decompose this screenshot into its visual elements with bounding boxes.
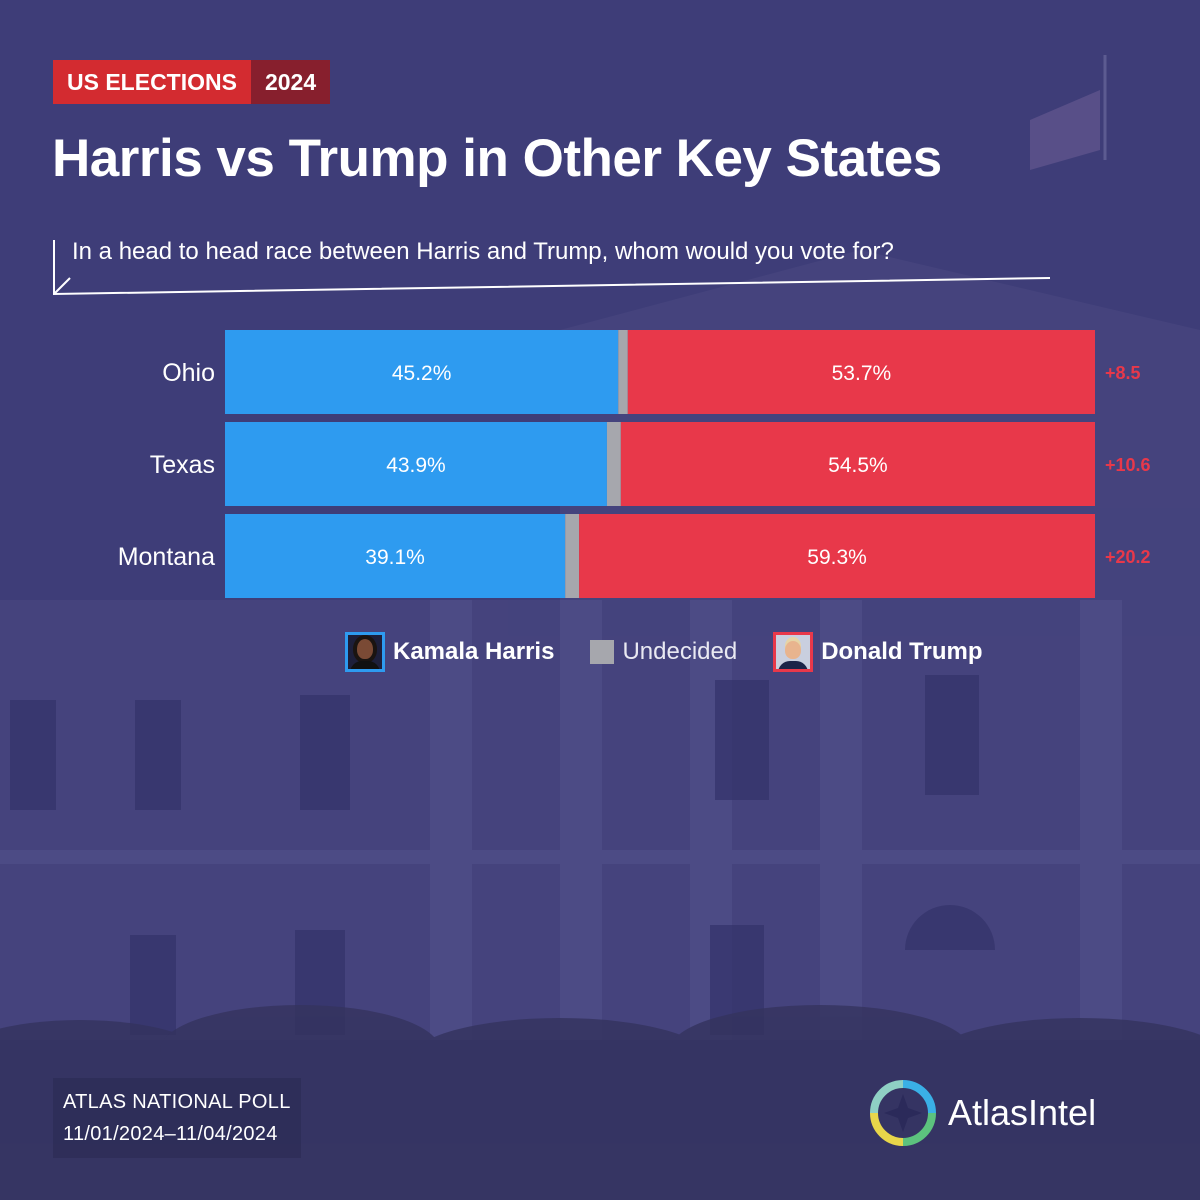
margin-label-montana: +20.2 [1105, 547, 1151, 567]
bar-kamala-harris-montana [225, 514, 566, 598]
bar-kamala-harris-ohio [225, 330, 619, 414]
chart-subtitle-question: In a head to head race between Harris an… [72, 238, 894, 265]
data-label-donald-trump-ohio: 53.7% [832, 362, 892, 385]
poll-name: ATLAS NATIONAL POLL [63, 1091, 291, 1113]
bar-undecided-ohio [618, 330, 628, 414]
brand-name: AtlasIntel [948, 1092, 1097, 1133]
data-label-kamala-harris-montana: 39.1% [365, 546, 425, 569]
data-label-donald-trump-montana: 59.3% [807, 546, 867, 569]
stacked-bar-chart: Ohio 45.2% 53.7% +8.5 Texas 43.9% 54.5% +10.6 Mo… [118, 330, 1151, 598]
poll-dates: 11/01/2024–11/04/2024 [63, 1123, 278, 1145]
category-badge: US ELECTIONS 2024 [53, 60, 331, 104]
category-label-ohio: Ohio [162, 359, 215, 387]
badge-year: 2024 [250, 60, 331, 104]
data-label-donald-trump-texas: 54.5% [828, 454, 888, 477]
legend-label-trump: Donald Trump [821, 638, 983, 665]
category-label-texas: Texas [150, 451, 215, 479]
harris-portrait-icon [345, 632, 385, 672]
poll-source: ATLAS NATIONAL POLL 11/01/2024–11/04/202… [53, 1078, 301, 1158]
brand-logo: AtlasIntel [870, 1080, 1096, 1146]
margin-label-texas: +10.6 [1105, 455, 1151, 475]
bar-donald-trump-texas [620, 422, 1095, 506]
chart-title: Harris vs Trump in Other Key States [52, 129, 942, 188]
trump-portrait-icon [773, 632, 814, 672]
legend-item-harris: Kamala Harris [345, 632, 554, 672]
bar-kamala-harris-texas [225, 422, 607, 506]
bar-undecided-texas [606, 422, 621, 506]
legend-label-harris: Kamala Harris [393, 638, 555, 665]
badge-label: US ELECTIONS [53, 60, 251, 104]
legend-label-undecided: Undecided [622, 638, 738, 665]
atlasintel-logo-icon [870, 1080, 936, 1146]
undecided-swatch-icon [590, 640, 615, 664]
data-label-kamala-harris-ohio: 45.2% [392, 362, 452, 385]
legend: Kamala Harris Undecided Donald Trump [345, 632, 1019, 672]
data-label-kamala-harris-texas: 43.9% [386, 454, 446, 477]
bar-undecided-montana [565, 514, 580, 598]
margin-label-ohio: +8.5 [1105, 363, 1141, 383]
bar-donald-trump-ohio [627, 330, 1095, 414]
bar-donald-trump-montana [579, 514, 1095, 598]
category-label-montana: Montana [118, 543, 215, 571]
question-bracket [53, 240, 1051, 296]
legend-item-trump: Donald Trump [773, 632, 983, 672]
legend-item-undecided: Undecided [590, 638, 737, 666]
